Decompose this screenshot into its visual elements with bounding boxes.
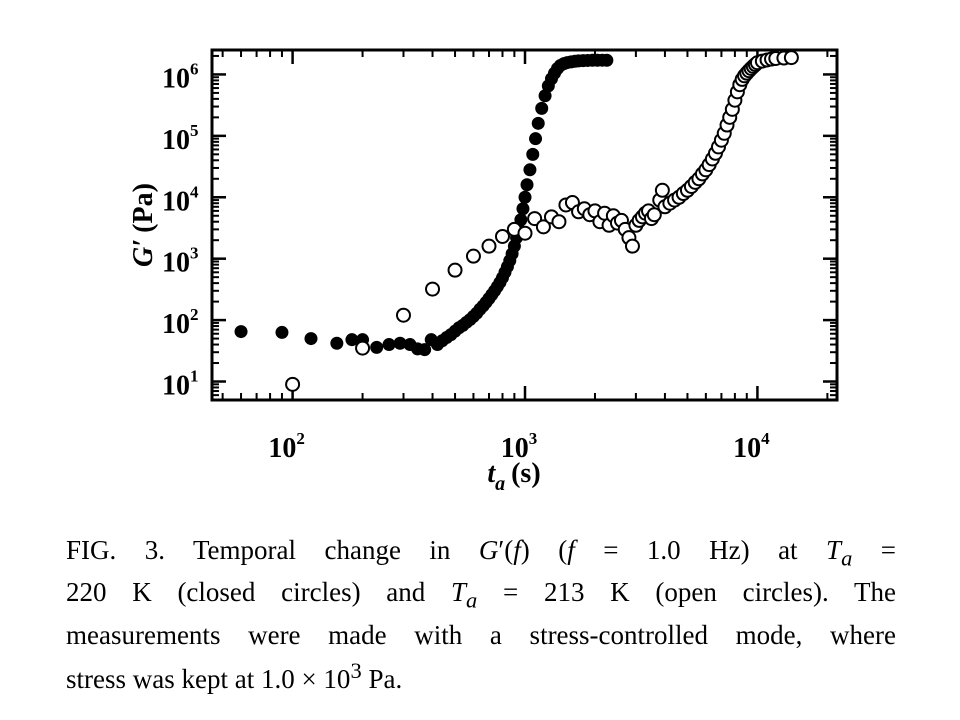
series-open-circles	[285, 50, 799, 392]
closed-circle-point	[393, 336, 407, 350]
caption-line-1: FIG. 3. Temporal change in G′(f) (f = 1.…	[66, 535, 897, 571]
y-tick-base: 10	[162, 63, 190, 94]
x-tick-base: 10	[733, 433, 761, 464]
open-circle-point	[395, 307, 411, 323]
closed-circle-point	[538, 89, 552, 103]
caption-line-3: measurements were made with a stress-con…	[66, 619, 896, 650]
y-tick-exp: 6	[190, 59, 199, 78]
y-tick-base: 10	[162, 186, 190, 217]
open-circle-point	[481, 238, 497, 254]
open-circle-point	[494, 228, 510, 244]
x-axis-title: ta (s)	[487, 458, 540, 495]
x-tick-exp: 2	[296, 429, 305, 448]
closed-circle-point	[531, 116, 545, 130]
closed-circle-point	[518, 190, 532, 204]
y-tick-base: 10	[162, 248, 190, 279]
x-axis-title-var: t	[487, 458, 496, 489]
y-axis-title-var: G′	[128, 239, 159, 267]
y-tick-label: 102	[162, 305, 199, 340]
x-axis-title-sub: a	[495, 473, 505, 495]
x-tick-label: 102	[268, 429, 305, 464]
open-circle-point	[465, 248, 481, 264]
open-circle-point	[355, 340, 371, 356]
open-circle-point	[425, 281, 441, 297]
closed-circle-point	[535, 101, 549, 115]
y-axis-title: G′ (Pa)	[128, 183, 159, 267]
closed-circle-point	[304, 332, 318, 346]
y-tick-base: 10	[162, 309, 190, 340]
closed-circle-point	[234, 325, 248, 339]
open-circle-point	[447, 262, 463, 278]
closed-circle-point	[520, 178, 534, 192]
open-circle-point	[654, 182, 670, 198]
x-axis-title-unit: (s)	[511, 458, 541, 489]
x-tick-label: 103	[501, 429, 538, 464]
closed-circle-point	[526, 147, 540, 161]
closed-circle-point	[516, 202, 530, 216]
y-tick-label: 105	[162, 121, 199, 156]
x-tick-base: 10	[268, 433, 296, 464]
y-axis-title-unit: (Pa)	[128, 183, 159, 233]
closed-circle-point	[275, 325, 289, 339]
figure-caption: FIG. 3. Temporal change in G′(f) (f = 1.…	[66, 533, 896, 697]
y-tick-exp: 2	[190, 305, 199, 324]
y-tick-label: 104	[162, 182, 199, 217]
y-tick-base: 10	[162, 371, 190, 402]
closed-circle-point	[418, 343, 432, 357]
open-circle-point	[624, 238, 640, 254]
x-tick-exp: 3	[529, 429, 538, 448]
caption-line-2: 220 K (closed circles) and Ta = 213 K (o…	[66, 577, 896, 613]
closed-circle-point	[382, 338, 396, 352]
closed-circle-point	[370, 340, 384, 354]
open-circle-point	[551, 214, 567, 230]
x-tick-exp: 4	[761, 429, 770, 448]
x-tick-base: 10	[501, 433, 529, 464]
open-circle-point	[517, 225, 533, 241]
closed-circle-point	[345, 333, 359, 347]
y-tick-exp: 3	[190, 244, 199, 263]
y-tick-exp: 5	[190, 121, 199, 140]
caption-line-4: stress was kept at 1.0 × 103 Pa.	[66, 657, 403, 694]
y-tick-label: 106	[162, 59, 199, 94]
open-circle-point	[285, 376, 301, 392]
y-tick-label: 103	[162, 244, 199, 279]
y-tick-exp: 1	[190, 367, 199, 386]
closed-circle-point	[600, 53, 614, 67]
open-circle-point	[646, 207, 662, 223]
closed-circle-point	[330, 336, 344, 350]
y-tick-label: 101	[162, 367, 199, 402]
open-circle-point	[783, 50, 799, 66]
closed-circle-point	[523, 163, 537, 177]
y-tick-base: 10	[162, 125, 190, 156]
series-closed-circles	[234, 53, 614, 357]
closed-circle-point	[529, 132, 543, 146]
x-tick-label: 104	[733, 429, 770, 464]
y-tick-exp: 4	[190, 182, 199, 201]
open-circle-point	[535, 219, 551, 235]
